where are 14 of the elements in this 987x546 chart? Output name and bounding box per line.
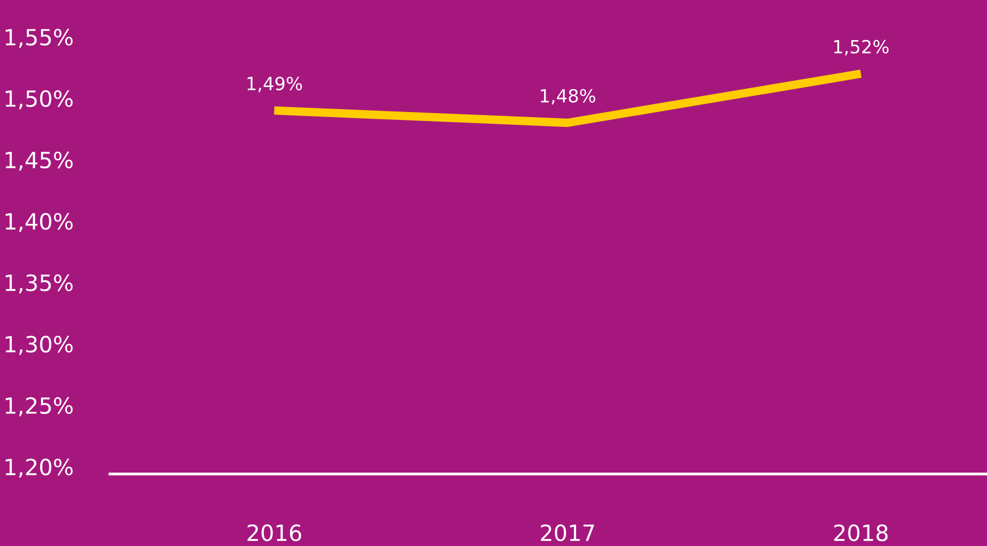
y-tick-label: 1,40%: [6, 212, 73, 232]
y-tick-label: 1,45%: [6, 152, 73, 171]
y-tick-label: 1,55%: [6, 28, 73, 48]
data-label: 1,48%: [540, 88, 596, 104]
y-tick-label: 1,50%: [6, 90, 73, 110]
y-tick-label: 1,30%: [6, 336, 73, 355]
x-tick-label: 2017: [540, 524, 594, 542]
y-tick-label: 1,25%: [6, 397, 73, 416]
y-tick-label: 1,35%: [6, 274, 73, 294]
data-label: 1,52%: [834, 40, 889, 56]
x-tick-label: 2018: [834, 524, 888, 542]
x-tick-label: 2016: [248, 524, 302, 542]
y-tick-label: 1,20%: [6, 458, 73, 478]
data-label: 1,49%: [248, 76, 302, 92]
